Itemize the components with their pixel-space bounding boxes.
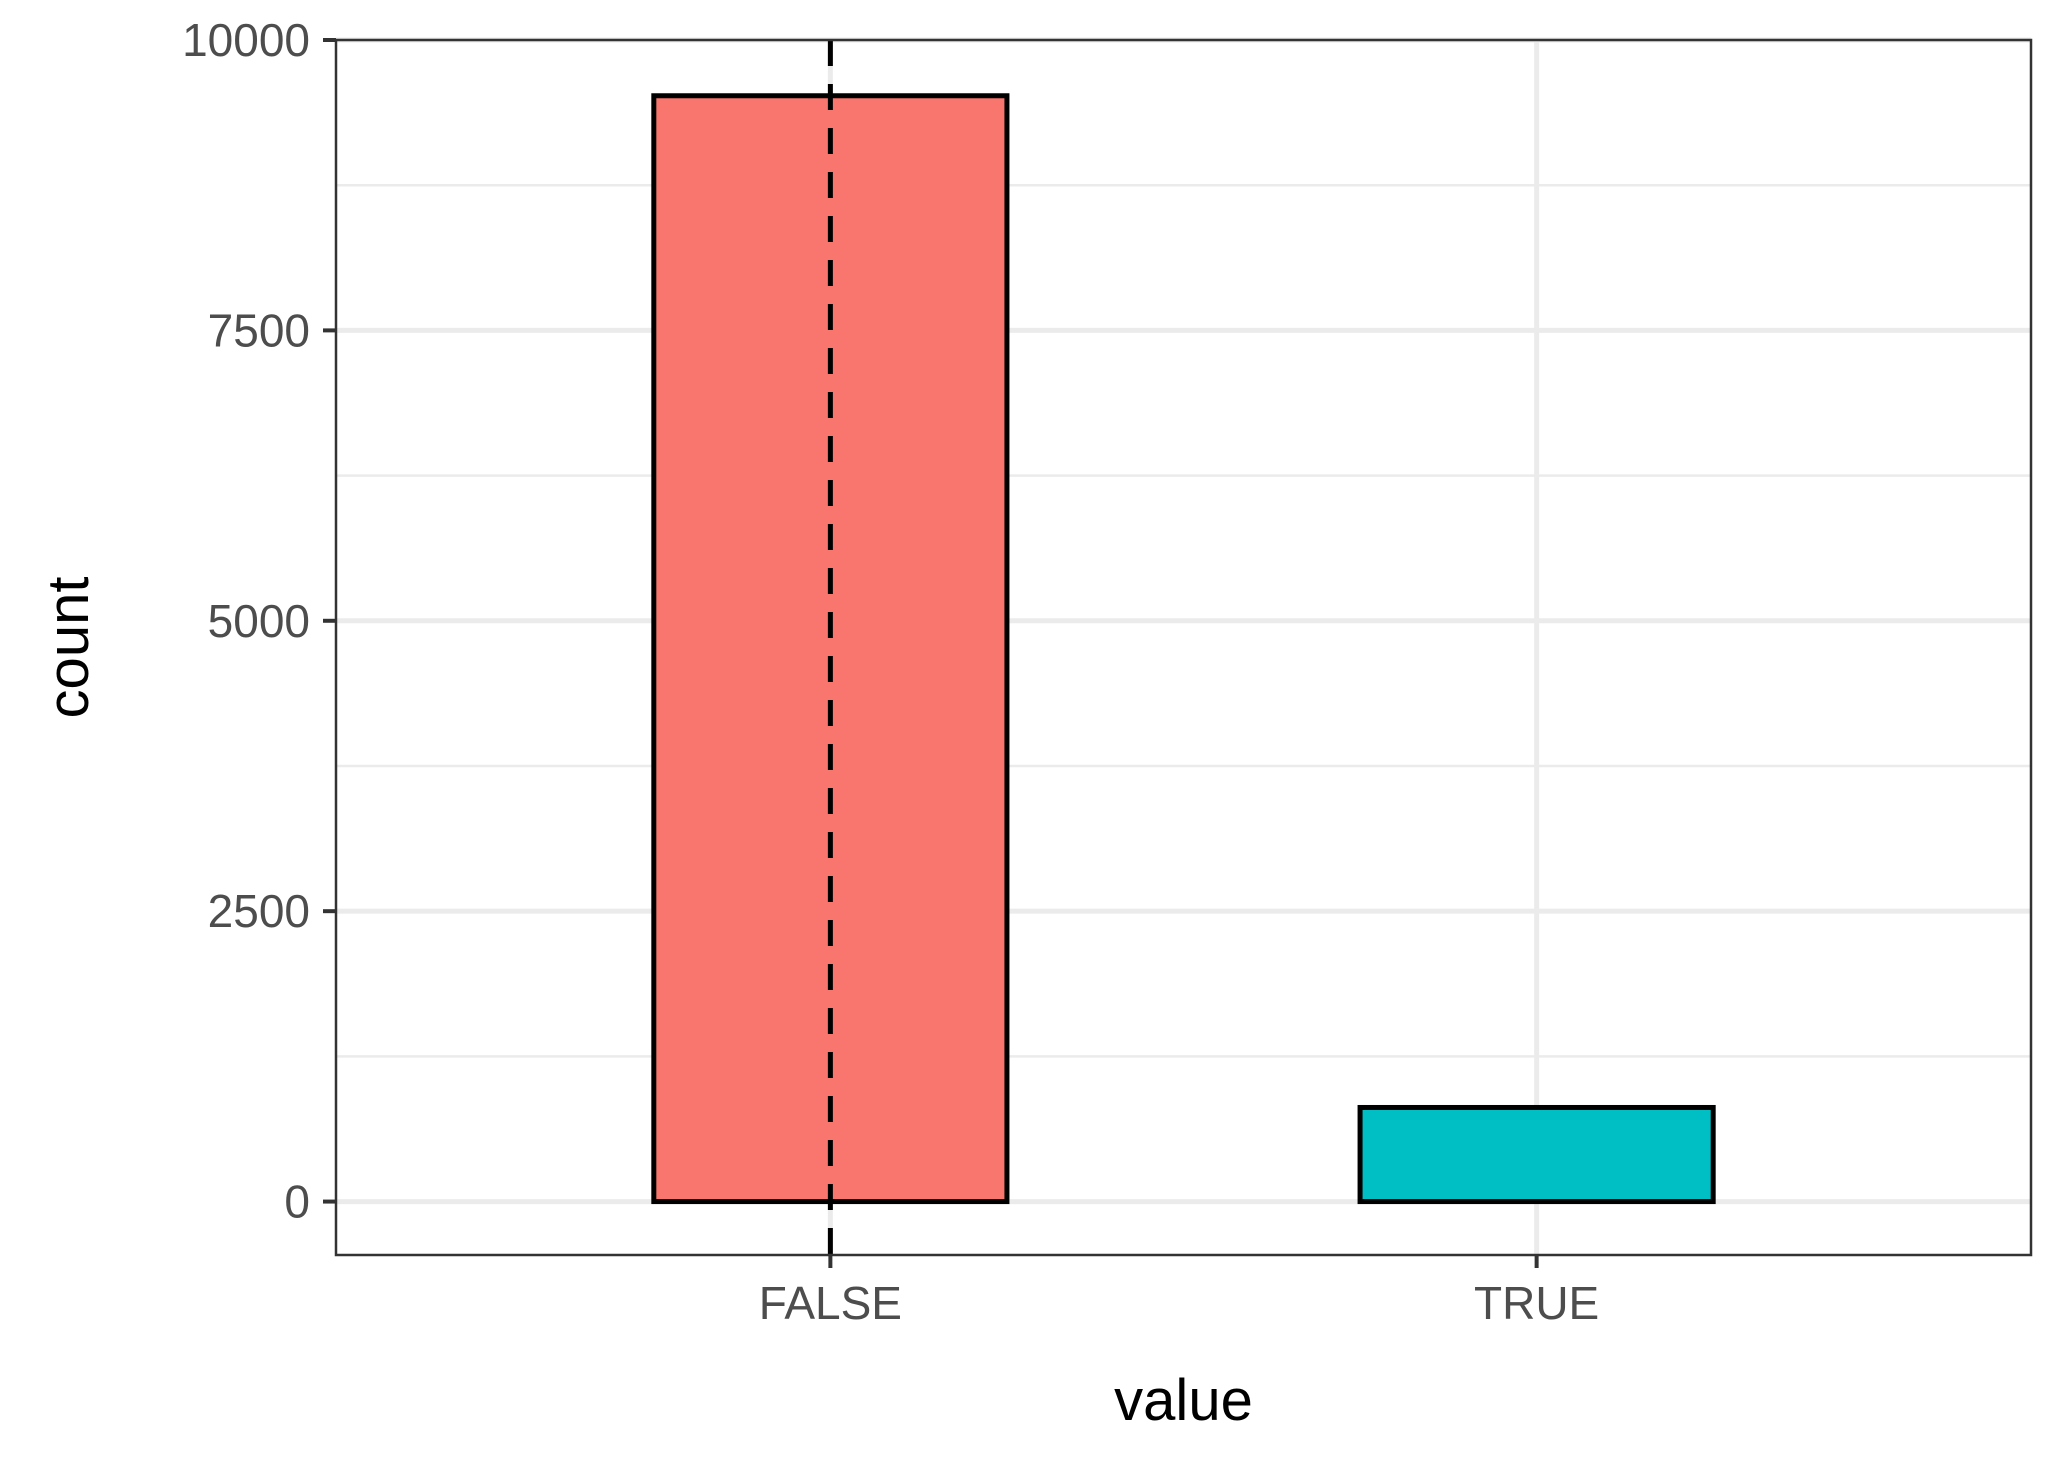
y-tick-label: 7500 — [208, 304, 310, 356]
tick-labels: 0 2500 5000 7500 10000 FALSE TRUE — [182, 14, 1599, 1329]
y-tick-label: 2500 — [208, 885, 310, 937]
axis-ticks — [323, 38, 1539, 1268]
bar-true — [1357, 1104, 1716, 1205]
panel-border — [334, 38, 2033, 1257]
x-tick-label: TRUE — [1474, 1277, 1599, 1329]
y-tick-label: 0 — [284, 1176, 310, 1228]
y-axis-title: count — [36, 577, 101, 719]
y-tick-label: 5000 — [208, 595, 310, 647]
y-tick-label: 10000 — [182, 14, 310, 66]
x-tick-label: FALSE — [759, 1277, 902, 1329]
x-axis-title: value — [1114, 1368, 1253, 1433]
